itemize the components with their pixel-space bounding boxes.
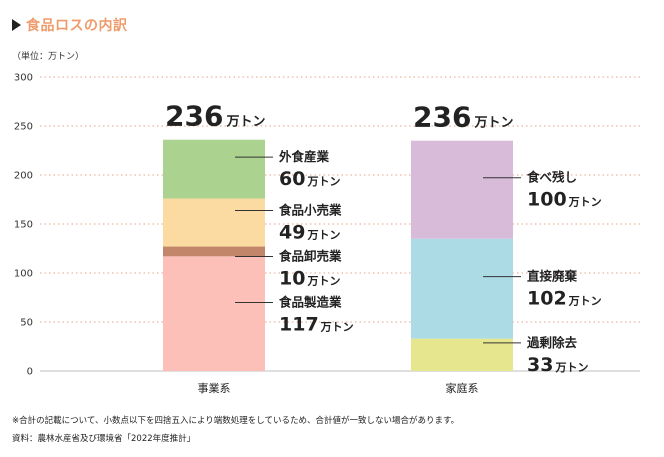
segment-value-label: 49 万トン [279,222,340,244]
segment-name-label: 過剰除去 [526,335,578,350]
x-tick-label: 事業系 [198,382,231,395]
y-tick-label: 50 [20,318,33,329]
triangle-icon [12,19,21,31]
source-note: 資料：農林水産省及び環境省「2022年度推計」 [12,434,196,444]
y-tick-label: 100 [14,269,33,280]
bar-segment [163,256,265,371]
bar-segment [163,198,265,247]
bar-segment [411,238,513,339]
y-tick-label: 150 [14,220,33,231]
bar-segment [411,140,513,239]
segment-value-label: 33 万トン [527,354,588,376]
y-tick-label: 200 [14,171,33,182]
segment-name-label: 食べ残し [526,170,577,185]
total-label: 236 万トン [165,100,265,133]
segment-value-label: 100 万トン [527,189,602,211]
segment-name-label: 食品製造業 [278,295,342,310]
segment-name-label: 外食産業 [278,149,330,164]
segment-value-label: 102 万トン [527,288,602,310]
x-tick-label: 家庭系 [446,381,479,395]
y-tick-label: 250 [14,122,33,133]
chart-title: 食品ロスの内訳 [26,18,128,34]
unit-label: （単位：万トン） [12,52,85,62]
segment-name-label: 直接廃棄 [527,269,578,284]
segment-value-label: 60 万トン [279,168,340,190]
bar-segment [163,139,265,199]
footnote: ※合計の記載について、小数点以下を四捨五入により端数処理をしているため、合計値が… [12,416,460,426]
chart-title-block: 食品ロスの内訳 [12,15,128,35]
segment-value-label: 117 万トン [279,314,354,336]
bar-segment [411,338,513,371]
y-tick-label: 300 [14,73,33,84]
y-tick-label: 0 [27,367,33,378]
bar-segment [163,246,265,257]
total-label: 236 万トン [413,101,513,134]
segment-value-label: 10 万トン [279,268,340,290]
segment-name-label: 食品卸売業 [278,249,342,264]
segment-name-label: 食品小売業 [278,203,342,218]
